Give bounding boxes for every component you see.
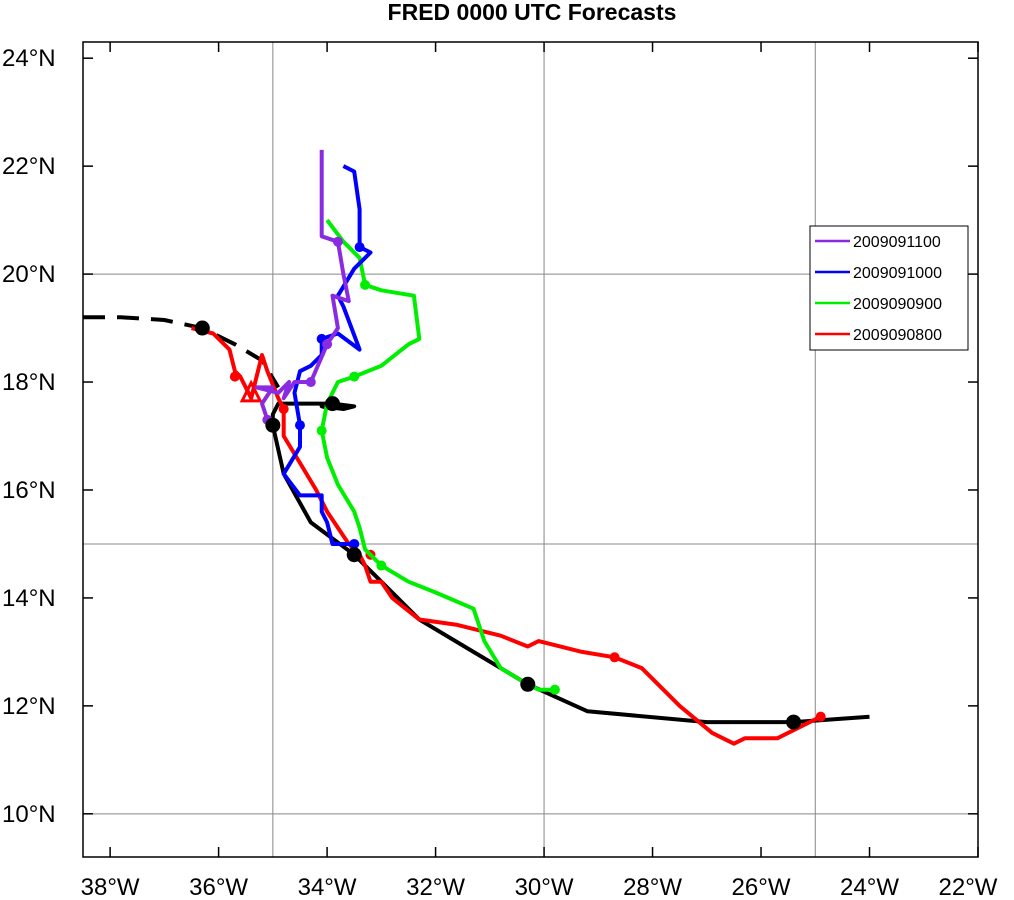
legend-label: 2009091100	[853, 234, 941, 251]
legend-label: 2009091000	[853, 265, 942, 282]
y-tick-label: 20°N	[2, 261, 56, 288]
forecast-point-2009090800	[229, 371, 240, 382]
plot-frame	[82, 41, 979, 858]
x-tick-label: 38°W	[81, 874, 140, 900]
x-axis-ticks: 38°W 36°W 34°W 32°W 30°W 28°W 26°W 24°W 22°W	[81, 42, 998, 900]
best-track-point	[786, 714, 802, 730]
forecast-point-2009090800	[815, 711, 826, 722]
forecast-point-2009091000	[349, 538, 360, 549]
best-track-point	[325, 396, 341, 412]
y-tick-label: 10°N	[2, 801, 56, 828]
best-track-point	[265, 417, 281, 433]
y-tick-label: 16°N	[2, 477, 56, 504]
x-tick-label: 36°W	[189, 874, 248, 900]
forecast-point-2009091100	[322, 339, 333, 350]
forecast-point-2009090800	[609, 652, 620, 663]
forecast-point-2009090900	[349, 371, 360, 382]
x-tick-label: 22°W	[939, 874, 998, 900]
forecast-point-2009090900	[376, 560, 387, 571]
forecast-point-2009091000	[294, 420, 305, 431]
x-tick-label: 28°W	[623, 874, 682, 900]
y-tick-label: 12°N	[2, 693, 56, 720]
best-track-line	[270, 401, 870, 725]
forecast-triangle-2009090800	[239, 379, 263, 403]
forecast-point-2009090900	[316, 425, 327, 436]
forecast-point-2009091000	[354, 242, 365, 253]
forecast-line-2009091000	[281, 164, 373, 546]
legend-label: 2009090900	[853, 296, 942, 313]
x-tick-label: 30°W	[515, 874, 574, 900]
x-tick-label: 32°W	[406, 874, 465, 900]
y-tick-label: 22°N	[2, 153, 56, 180]
forecast-point-2009091100	[332, 236, 343, 247]
best-track-point	[346, 547, 362, 563]
y-tick-label: 14°N	[2, 585, 56, 612]
x-tick-label: 26°W	[732, 874, 791, 900]
forecast-point-2009091100	[305, 377, 316, 388]
best-track-history	[83, 315, 281, 389]
forecast-point-2009090900	[549, 684, 560, 695]
y-tick-label: 18°N	[2, 369, 56, 396]
best-track-point	[520, 676, 536, 692]
forecast-line-2009090800	[191, 326, 822, 746]
y-tick-label: 24°N	[2, 45, 56, 72]
chart-title: FRED 0000 UTC Forecasts	[388, 0, 677, 25]
forecast-point-2009090900	[360, 279, 371, 290]
forecast-line-2009090900	[319, 218, 555, 692]
legend-box	[809, 225, 969, 351]
y-axis-ticks: 10°N 12°N 14°N 16°N 18°N 20°N 22°N 24°N	[2, 45, 978, 828]
x-tick-label: 24°W	[840, 874, 899, 900]
tracks	[83, 149, 870, 746]
legend-label: 2009090800	[853, 327, 942, 344]
legend: 2009091100 2009091000 2009090900 2009090800	[809, 225, 969, 351]
x-tick-label: 34°W	[298, 874, 357, 900]
best-track-history-point	[194, 320, 210, 336]
forecast-point-2009090800	[278, 404, 289, 415]
gridlines	[83, 42, 978, 857]
